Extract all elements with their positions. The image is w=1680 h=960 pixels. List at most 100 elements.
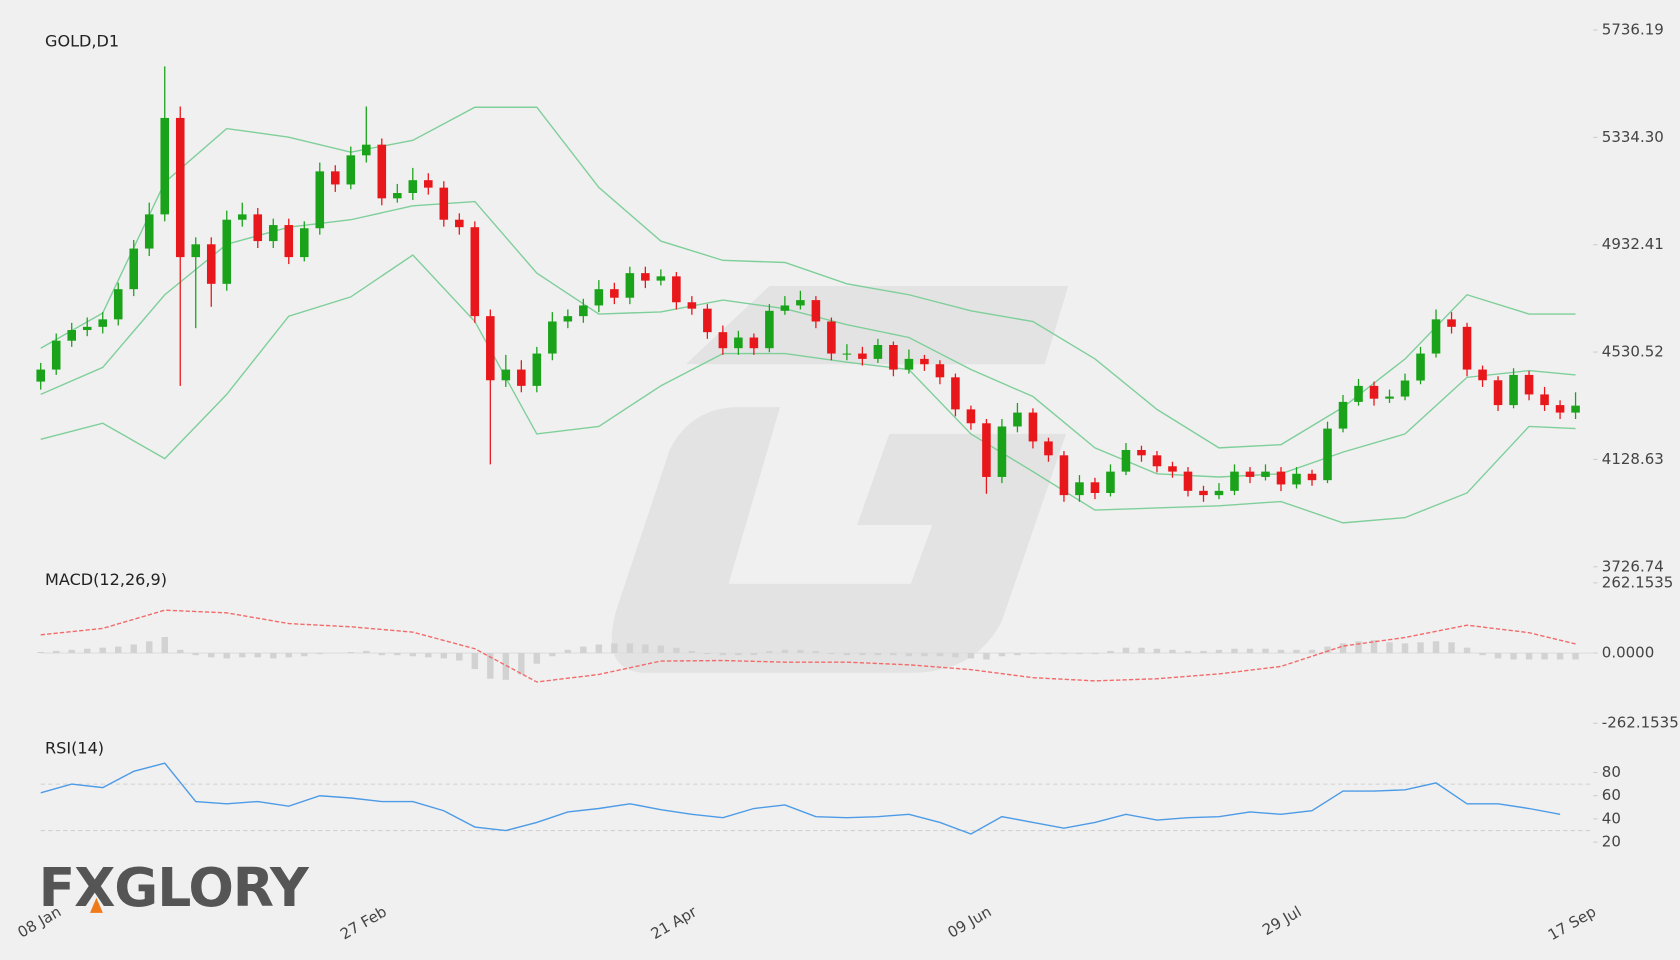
chart-title: MACD(12,26,9) [45, 570, 167, 589]
candle-body [82, 326, 92, 331]
macd-bar [688, 650, 696, 654]
candle-body [563, 316, 573, 322]
macd-bar [564, 649, 572, 654]
macd-bar [37, 651, 44, 654]
candle-body [718, 332, 728, 349]
macd-bar [456, 653, 463, 661]
macd-bar [936, 653, 944, 657]
candle-body [966, 409, 976, 424]
macd-bar [766, 650, 773, 654]
chart-title: RSI(14) [45, 738, 104, 757]
candle-body [920, 358, 929, 365]
macd-bar [921, 653, 928, 657]
macd-bar [580, 646, 587, 654]
candle-body [175, 117, 185, 258]
macd-bar [967, 653, 975, 659]
macd-bar [1324, 646, 1331, 654]
macd-bar [1231, 648, 1238, 654]
candle-body [67, 330, 77, 341]
candle-body [610, 289, 619, 298]
candle-body [656, 276, 666, 281]
candle-body [36, 369, 45, 382]
macd-bar [425, 653, 432, 658]
macd-bar [394, 653, 401, 656]
macd-bar [750, 653, 758, 656]
candle-body [1385, 396, 1394, 399]
candle-body [237, 214, 247, 220]
candle-body [594, 289, 604, 306]
candle-body [1121, 449, 1131, 472]
macd-bar [130, 644, 137, 654]
macd-bar [704, 653, 711, 655]
y-tick-label: 5334.30 [1602, 128, 1664, 146]
macd-bar [68, 649, 75, 654]
candle-body [827, 321, 836, 354]
candle-body [330, 171, 340, 185]
candle-body [873, 344, 883, 359]
macd-bar [719, 653, 727, 656]
macd-bar [812, 650, 820, 654]
macd-bar [1246, 648, 1254, 654]
macd-bar [998, 653, 1006, 657]
macd-bar [828, 653, 835, 655]
macd-bar [1463, 647, 1471, 654]
y-tick-label: 3726.74 [1602, 557, 1664, 575]
macd-bar [1277, 649, 1285, 654]
candle-body [191, 244, 201, 258]
candle-body [1013, 412, 1022, 427]
candle-body [129, 248, 139, 290]
candle-body [1354, 385, 1363, 402]
macd-bar [1448, 642, 1455, 654]
candle-body [1090, 482, 1100, 493]
macd-bar [301, 653, 308, 657]
macd-bar [983, 653, 990, 660]
macd-bar [192, 653, 199, 656]
candle-body [532, 353, 542, 386]
candle-body [1338, 401, 1348, 429]
y-tick-label: 4128.63 [1602, 450, 1664, 468]
y-tick-label: 40 [1602, 809, 1621, 827]
macd-bar [1525, 653, 1533, 660]
macd-bar [115, 646, 122, 654]
macd-bar [1386, 642, 1393, 654]
y-tick-label: 262.1535 [1602, 573, 1674, 591]
macd-bar [270, 653, 277, 659]
candle-body [393, 193, 402, 199]
macd-bar [781, 649, 789, 654]
candle-body [486, 316, 495, 381]
macd-bar [890, 653, 897, 656]
macd-bar [1432, 641, 1440, 654]
candle-body [1276, 471, 1286, 485]
macd-bar [378, 653, 386, 656]
candle-body [98, 319, 108, 327]
candle-body [703, 308, 712, 333]
candle-body [1400, 380, 1410, 397]
macd-bar [1169, 649, 1176, 654]
macd-bar [518, 653, 525, 675]
macd-bar [440, 653, 448, 659]
candle-body [268, 225, 278, 242]
candle-body [222, 219, 232, 284]
candle-body [1555, 405, 1565, 413]
candle-body [1462, 326, 1472, 370]
macd-bar [1153, 648, 1161, 654]
macd-bar [53, 650, 60, 654]
candle-body [346, 155, 356, 185]
candle-body [997, 426, 1007, 477]
y-tick-label: 4530.52 [1602, 343, 1664, 361]
candle-body [1447, 319, 1456, 327]
macd-bar [146, 641, 153, 654]
macd-bar [642, 644, 649, 654]
candle-body [253, 214, 263, 242]
y-tick-label: 20 [1602, 833, 1621, 851]
macd-bar [611, 643, 618, 654]
macd-bar [1138, 647, 1145, 654]
candle-body [672, 276, 681, 303]
candle-body [439, 187, 449, 220]
macd-bar [1060, 653, 1068, 655]
macd-bar [1107, 650, 1114, 654]
candle-body [1059, 455, 1069, 496]
candle-body [1323, 428, 1332, 481]
brand-logo: FXGLORY [39, 856, 310, 919]
